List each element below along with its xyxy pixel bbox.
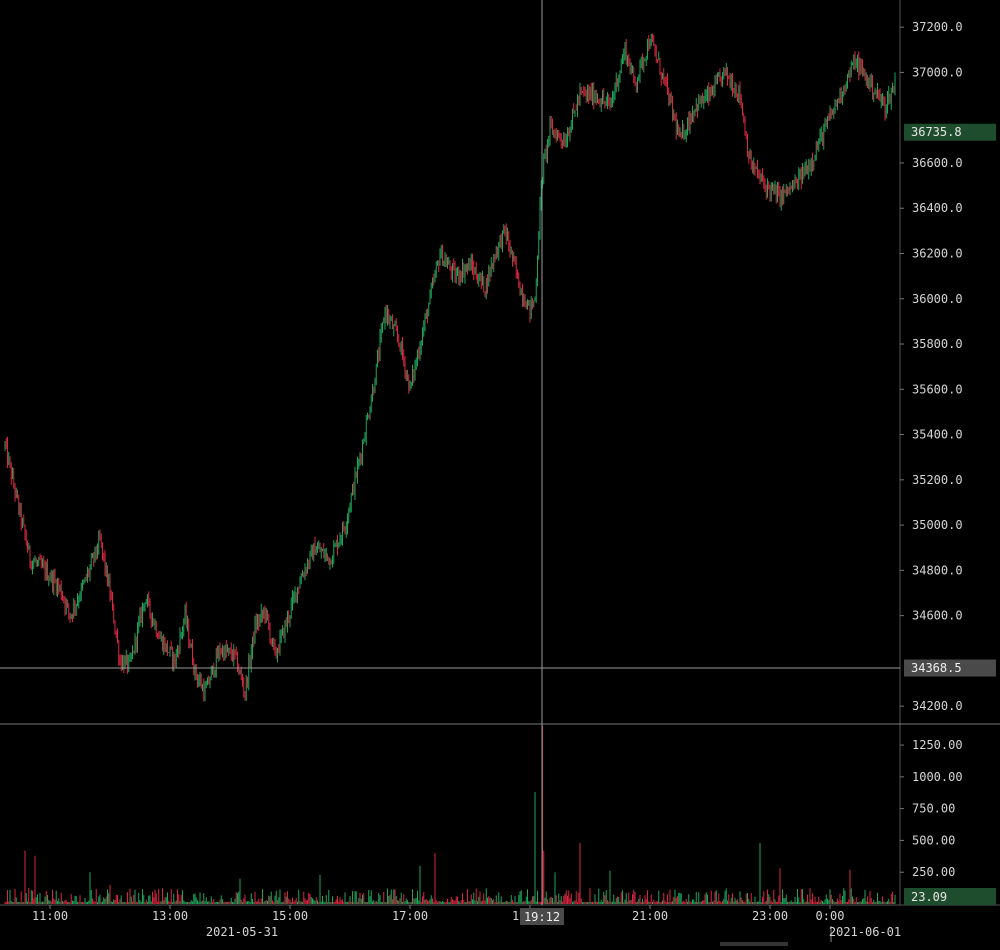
time-tick-label: 11:00 — [32, 909, 68, 923]
price-tick-label: 34800.0 — [912, 563, 963, 577]
volume-tick-label: 500.00 — [912, 833, 955, 847]
price-tick-label: 35000.0 — [912, 518, 963, 532]
crosshair-time-badge: 19:12 — [520, 908, 564, 925]
volume-tick-label: 250.00 — [912, 865, 955, 879]
price-tick-label: 36000.0 — [912, 292, 963, 306]
price-tick-label: 35200.0 — [912, 473, 963, 487]
price-axis[interactable]: 37200.0 37000.0 36600.0 36400.0 36200.0 36000… — [900, 20, 963, 713]
last-volume-badge: 23.09 — [904, 888, 996, 905]
last-price-badge: 36735.8 — [904, 123, 996, 141]
price-tick-label: 34200.0 — [912, 699, 963, 713]
price-tick-label: 36600.0 — [912, 156, 963, 170]
price-tick-label: 37200.0 — [912, 20, 963, 34]
time-tick-label: 21:00 — [632, 909, 668, 923]
price-tick-label: 36400.0 — [912, 201, 963, 215]
crosshair-price-badge: 34368.5 — [904, 659, 996, 677]
time-tick-label: 23:00 — [752, 909, 788, 923]
time-tick-label: 17:00 — [392, 909, 428, 923]
time-tick-label: 15:00 — [272, 909, 308, 923]
time-tick-label: 0:00 — [816, 909, 845, 923]
price-tick-label: 35800.0 — [912, 337, 963, 351]
price-tick-label: 36200.0 — [912, 246, 963, 260]
date-label-end: 2021-06-01 — [829, 925, 901, 939]
volume-bars — [4, 726, 896, 904]
crosshair-time-badge-bg — [520, 908, 564, 925]
time-tick-label: 13:00 — [152, 909, 188, 923]
volume-tick-label: 750.00 — [912, 802, 955, 816]
crosshair-price-badge-bg — [904, 659, 996, 677]
volume-tick-label: 1000.00 — [912, 770, 963, 784]
volume-axis[interactable]: 1250.00 1000.00 750.00 500.00 250.00 — [900, 738, 963, 879]
last-volume-badge-bg — [904, 888, 996, 905]
last-volume-label: 23.09 — [911, 890, 947, 904]
crosshair-price-label: 34368.5 — [911, 661, 962, 675]
price-tick-label: 35400.0 — [912, 428, 963, 442]
price-tick-label: 35600.0 — [912, 382, 963, 396]
last-price-badge-bg — [904, 123, 996, 141]
crosshair-time-label: 19:12 — [524, 910, 560, 924]
price-tick-label: 37000.0 — [912, 65, 963, 79]
price-candles — [4, 33, 896, 702]
price-tick-label: 34600.0 — [912, 609, 963, 623]
time-scrollbar[interactable] — [720, 942, 788, 946]
last-price-label: 36735.8 — [911, 125, 962, 139]
volume-tick-label: 1250.00 — [912, 738, 963, 752]
date-label-start: 2021-05-31 — [206, 925, 278, 939]
